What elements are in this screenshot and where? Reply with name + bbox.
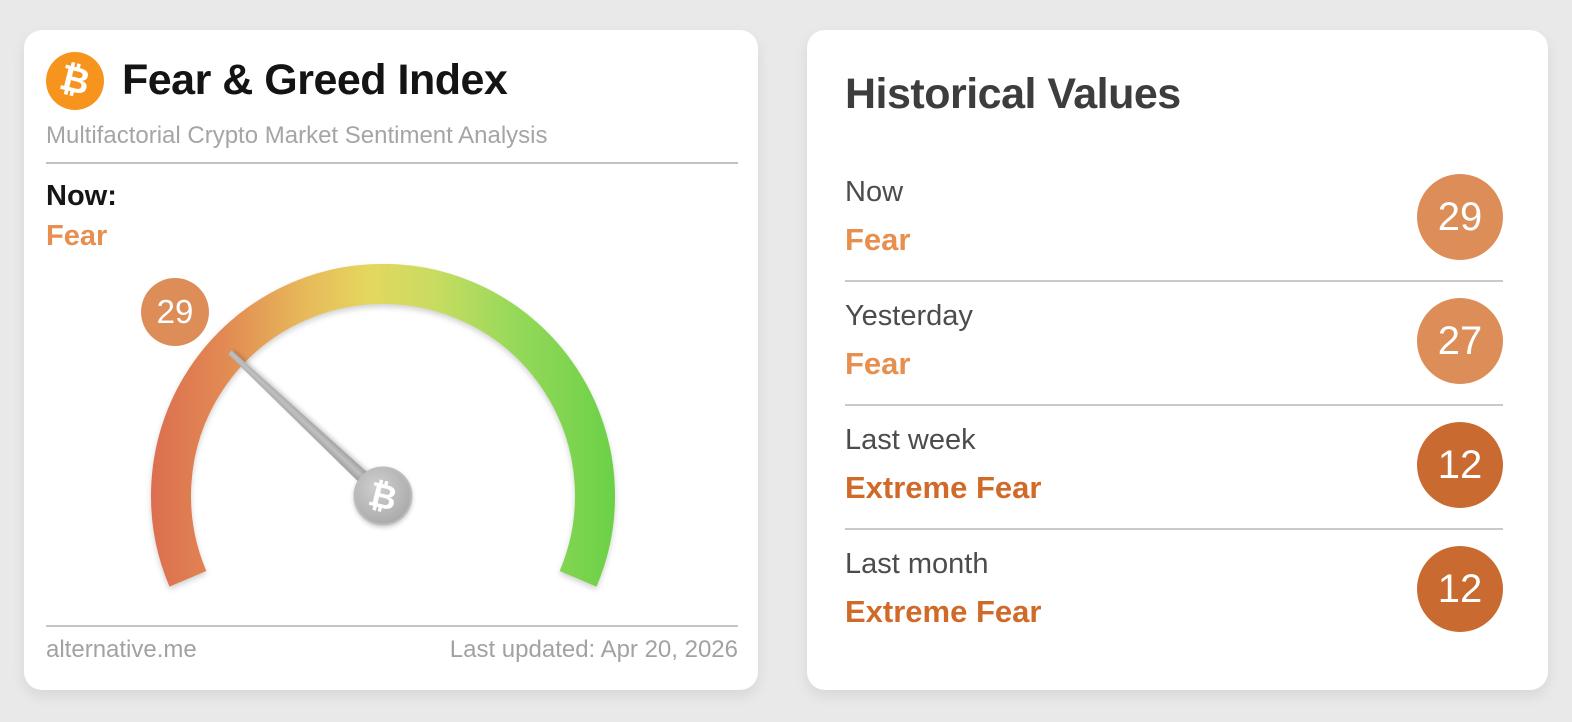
history-row-label: Now bbox=[845, 176, 904, 208]
fear-greed-card: ₿ Fear & Greed Index Multifactorial Cryp… bbox=[24, 30, 758, 690]
history-row-last-week: Last week Extreme Fear 12 bbox=[845, 406, 1503, 530]
history-row-label: Last week bbox=[845, 424, 976, 456]
gauge-value-badge: 29 bbox=[141, 278, 209, 346]
header-divider bbox=[46, 162, 738, 164]
gauge-hub: ₿ bbox=[353, 466, 413, 526]
history-row-label: Last month bbox=[845, 548, 989, 580]
history-row-last-month: Last month Extreme Fear 12 bbox=[845, 530, 1503, 654]
history-row-sentiment: Fear bbox=[845, 346, 911, 381]
bitcoin-icon: ₿ bbox=[46, 52, 104, 110]
history-row-yesterday: Yesterday Fear 27 bbox=[845, 282, 1503, 406]
last-updated-text: Last updated: Apr 20, 2026 bbox=[449, 636, 738, 663]
history-row-sentiment: Extreme Fear bbox=[845, 594, 1042, 629]
history-row-sentiment: Fear bbox=[845, 222, 911, 257]
card-subtitle: Multifactorial Crypto Market Sentiment A… bbox=[46, 122, 548, 149]
history-value-badge: 12 bbox=[1417, 422, 1503, 508]
historical-values-card: Historical Values Now Fear 29 Yesterday … bbox=[807, 30, 1548, 690]
gauge-arc bbox=[151, 263, 615, 587]
now-sentiment: Fear bbox=[46, 220, 108, 252]
history-title: Historical Values bbox=[845, 70, 1181, 118]
history-value-badge: 12 bbox=[1417, 546, 1503, 632]
history-row-label: Yesterday bbox=[845, 300, 973, 332]
source-link[interactable]: alternative.me bbox=[46, 636, 197, 663]
now-label: Now: bbox=[46, 180, 117, 212]
history-value-badge: 29 bbox=[1417, 174, 1503, 260]
gauge-chart: ₿ bbox=[151, 263, 615, 587]
history-value-badge: 27 bbox=[1417, 298, 1503, 384]
history-row-sentiment: Extreme Fear bbox=[845, 470, 1042, 505]
card-title: Fear & Greed Index bbox=[122, 56, 508, 104]
gauge-needle bbox=[228, 350, 388, 502]
footer-divider bbox=[46, 625, 738, 627]
history-row-now: Now Fear 29 bbox=[845, 158, 1503, 282]
